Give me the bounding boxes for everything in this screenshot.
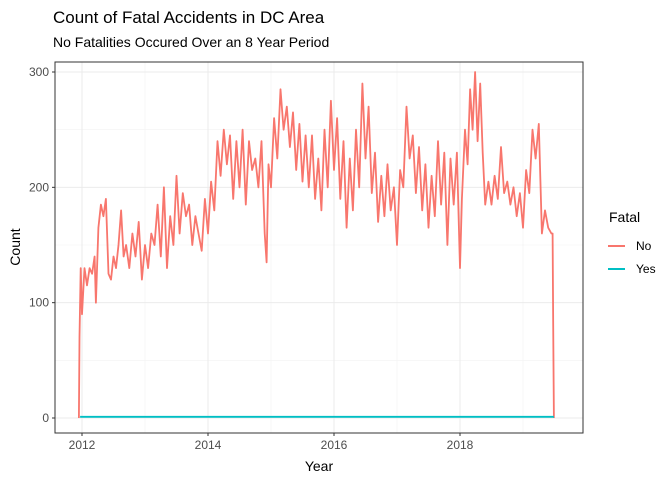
- x-tick-label: 2016: [321, 438, 348, 452]
- tick-layer: 0 100 200 300 2012 2014 2016 2018: [29, 65, 474, 452]
- series-layer: [78, 71, 555, 419]
- y-tick-label: 0: [42, 411, 49, 425]
- legend-title: Fatal: [609, 209, 640, 225]
- y-tick-label: 100: [29, 296, 49, 310]
- plot-border: [54, 61, 584, 434]
- legend: Fatal No Yes: [608, 209, 656, 276]
- y-tick-label: 300: [29, 65, 49, 79]
- x-axis-title: Year: [305, 458, 334, 474]
- legend-label-no: No: [636, 239, 652, 253]
- x-tick-label: 2012: [69, 438, 96, 452]
- x-tick-label: 2014: [195, 438, 222, 452]
- y-axis-title: Count: [7, 228, 23, 265]
- legend-label-yes: Yes: [636, 262, 656, 276]
- x-tick-label: 2018: [447, 438, 474, 452]
- chart-title: Count of Fatal Accidents in DC Area: [53, 8, 325, 27]
- series-line-no: [78, 71, 555, 419]
- chart-subtitle: No Fatalities Occured Over an 8 Year Per…: [53, 34, 329, 50]
- y-tick-label: 200: [29, 180, 49, 194]
